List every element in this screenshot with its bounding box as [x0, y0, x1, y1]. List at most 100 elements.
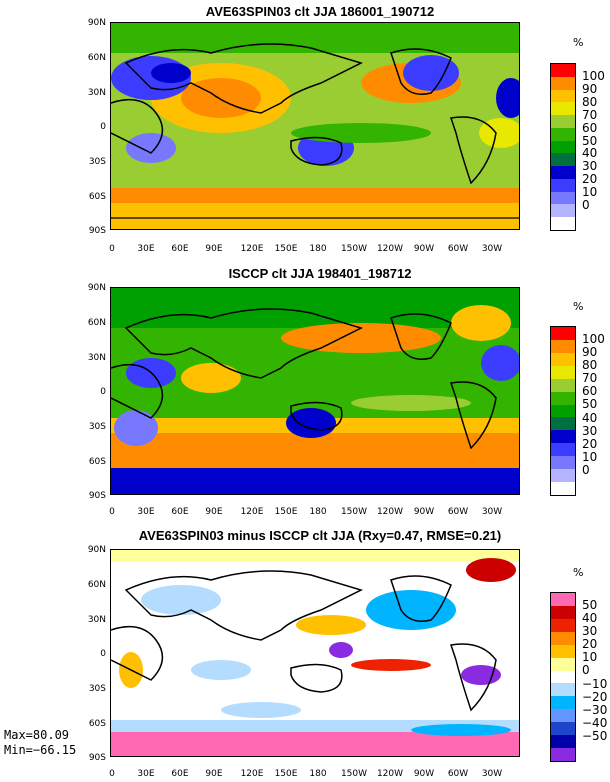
lon-label: 60W	[447, 507, 469, 517]
colorbar-level-label: −20	[582, 689, 608, 704]
lon-label: 90W	[413, 769, 435, 779]
lat-label: 0	[100, 649, 106, 659]
colorbar-swatch	[551, 115, 575, 128]
lon-label: 120E	[240, 507, 264, 517]
colorbar-level-label: 20	[582, 172, 598, 187]
lon-label: 90W	[413, 507, 435, 517]
lon-label: 30E	[137, 244, 155, 254]
units-label: %	[573, 300, 584, 313]
colorbar-swatch	[551, 709, 575, 723]
colorbar-level-label: 0	[582, 663, 590, 678]
colorbar-level-label: 90	[582, 81, 598, 96]
lat-label: 30N	[87, 353, 106, 363]
colorbar-level-label: 20	[582, 637, 598, 652]
lon-label: 180	[309, 507, 327, 517]
colorbar-swatch	[551, 339, 575, 353]
lat-label: 90N	[87, 545, 106, 555]
lon-label: 0	[109, 769, 115, 779]
lon-label: 60E	[171, 244, 189, 254]
colorbar-swatch	[551, 644, 575, 658]
lon-label: 150E	[274, 507, 298, 517]
colorbar-swatch	[551, 217, 575, 230]
colorbar-swatch	[551, 748, 575, 761]
lon-label: 30W	[481, 244, 503, 254]
lon-label: 150W	[340, 244, 368, 254]
colorbar-level-label: 10	[582, 185, 598, 200]
colorbar-swatch	[551, 417, 575, 431]
lon-label: 150W	[340, 507, 368, 517]
colorbar-level-label: 40	[582, 410, 598, 425]
lat-label: 30N	[87, 615, 106, 625]
colorbar-swatch	[551, 443, 575, 457]
colorbar-level-label: 70	[582, 107, 598, 122]
lon-label: 0	[109, 507, 115, 517]
lat-label: 0	[100, 122, 106, 132]
colorbar-level-label: 40	[582, 611, 598, 626]
colorbar-swatch	[551, 670, 575, 684]
lon-label: 30W	[481, 769, 503, 779]
colorbar-level-label: 10	[582, 650, 598, 665]
lon-label: 90E	[205, 769, 223, 779]
lon-label: 30E	[137, 769, 155, 779]
lat-label: 60S	[88, 457, 106, 467]
colorbar-swatch	[551, 127, 575, 141]
colorbar-swatch	[551, 76, 575, 90]
colorbar-level-label: −30	[582, 702, 608, 717]
colorbar-level-label: 60	[582, 384, 598, 399]
map-model	[110, 22, 520, 230]
lon-label: 150E	[274, 244, 298, 254]
colorbar-swatch	[551, 89, 575, 103]
lat-label: 30N	[87, 88, 106, 98]
lon-label: 60E	[171, 769, 189, 779]
colorbar-level-label: 100	[582, 332, 605, 347]
panel-isccp: ISCCP clt JJA 198401_198712 90N 60N 30N …	[0, 260, 610, 522]
lon-label: 180	[309, 244, 327, 254]
colorbar-swatch	[551, 404, 575, 418]
lat-label: 30S	[88, 157, 106, 167]
units-label: %	[573, 566, 584, 579]
lat-label: 90S	[88, 226, 106, 236]
colorbar-swatch	[551, 469, 575, 483]
colorbar-swatch	[551, 64, 575, 77]
units-label: %	[573, 36, 584, 49]
colorbar-swatch	[551, 178, 575, 192]
colorbar-level-label: 10	[582, 449, 598, 464]
lat-label: 0	[100, 387, 106, 397]
colorbar-swatch	[551, 456, 575, 470]
colorbar-level-label: 90	[582, 345, 598, 360]
lat-label: 30S	[88, 684, 106, 694]
map-difference	[110, 549, 520, 757]
lat-label: 90S	[88, 753, 106, 763]
colorbar-swatch	[551, 696, 575, 710]
colorbar-swatch	[551, 365, 575, 379]
lon-label: 90W	[413, 244, 435, 254]
colorbar-swatch	[551, 204, 575, 218]
panel-title: AVE63SPIN03 minus ISCCP clt JJA (Rxy=0.4…	[138, 528, 502, 543]
lat-label: 30S	[88, 422, 106, 432]
map-isccp	[110, 287, 520, 495]
lon-label: 90E	[205, 507, 223, 517]
colorbar-level-label: 30	[582, 624, 598, 639]
colorbar-swatch	[551, 352, 575, 366]
colorbar-swatch	[551, 153, 575, 167]
lon-label: 0	[109, 244, 115, 254]
colorbar	[550, 326, 576, 496]
lon-label: 60E	[171, 507, 189, 517]
lon-label: 120W	[376, 244, 404, 254]
colorbar	[550, 592, 576, 762]
colorbar-level-label: 20	[582, 436, 598, 451]
lat-label: 60N	[87, 318, 106, 328]
colorbar-swatch	[551, 605, 575, 619]
panel-title: ISCCP clt JJA 198401_198712	[228, 266, 412, 281]
max-value: Max=80.09	[4, 728, 70, 742]
colorbar-level-label: 70	[582, 371, 598, 386]
colorbar-swatch	[551, 593, 575, 606]
colorbar-level-label: 50	[582, 133, 598, 148]
lat-label: 60S	[88, 719, 106, 729]
colorbar-swatch	[551, 140, 575, 154]
lon-label: 60W	[447, 244, 469, 254]
colorbar-level-label: 100	[582, 68, 605, 83]
lat-label: 90S	[88, 491, 106, 501]
colorbar-level-label: −40	[582, 715, 608, 730]
colorbar-swatch	[551, 618, 575, 632]
